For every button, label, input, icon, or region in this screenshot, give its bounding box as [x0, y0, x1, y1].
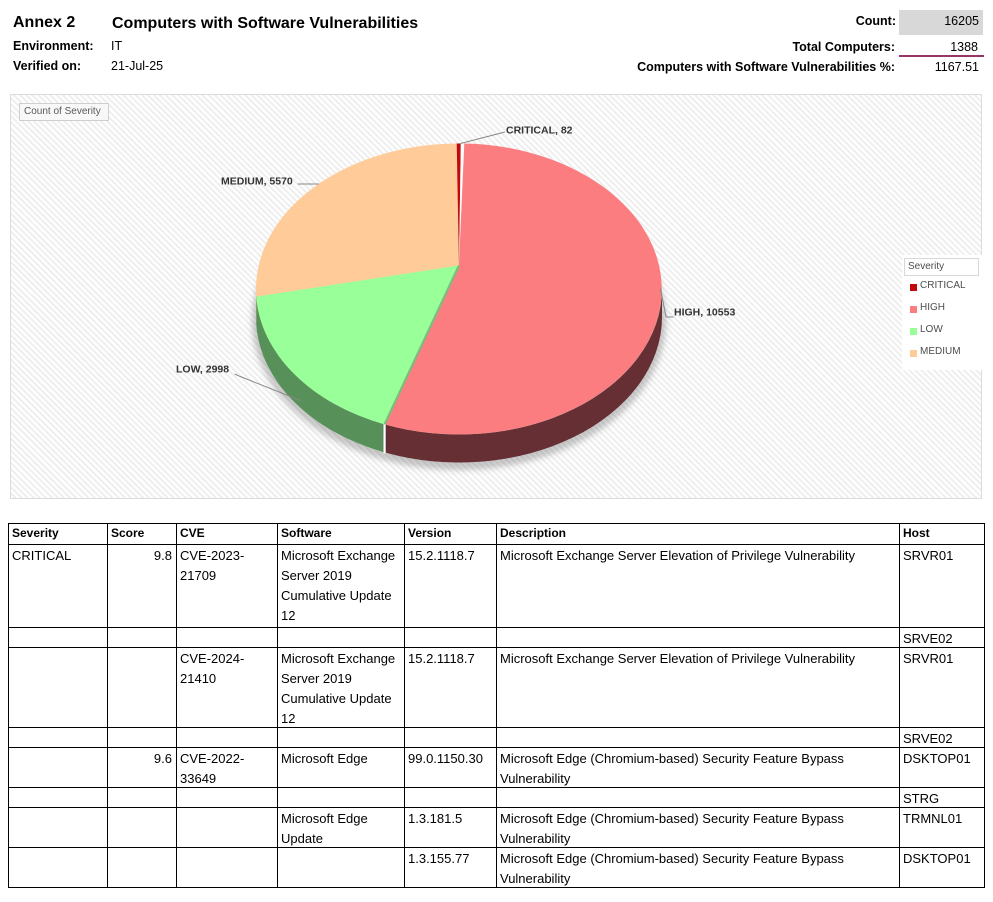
- svg-text:LOW, 2998: LOW, 2998: [176, 364, 229, 376]
- svg-text:MEDIUM, 5570: MEDIUM, 5570: [221, 176, 293, 188]
- svg-text:CRITICAL, 82: CRITICAL, 82: [506, 125, 573, 137]
- svg-text:HIGH, 10553: HIGH, 10553: [674, 307, 735, 319]
